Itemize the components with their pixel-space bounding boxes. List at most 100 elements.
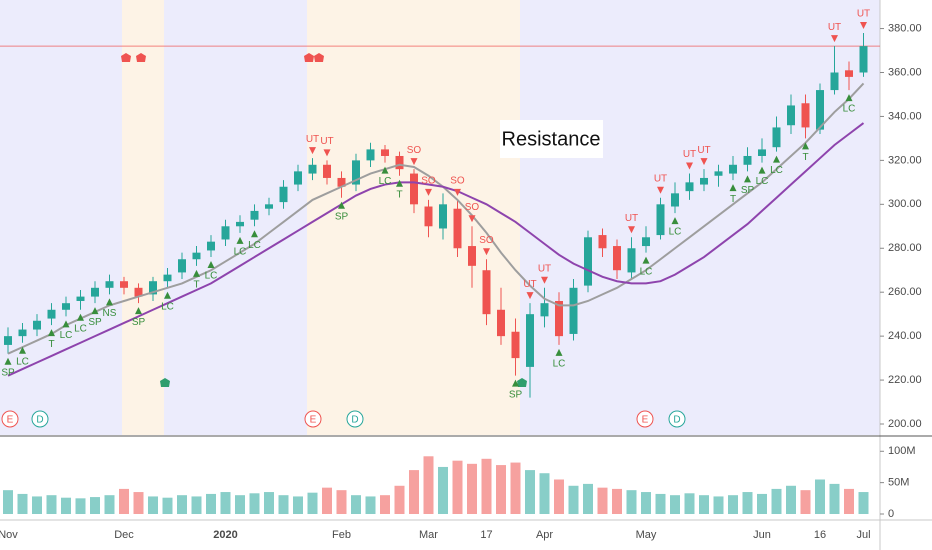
signal-label: SP: [1, 367, 15, 378]
event-marker: [636, 410, 654, 428]
signal-label: SP: [741, 185, 755, 196]
signal-label: SP: [132, 317, 146, 328]
candle-body: [62, 303, 70, 310]
candle-body: [482, 270, 491, 315]
candle-body: [381, 149, 389, 156]
candle-body: [105, 281, 114, 288]
volume-bar: [771, 488, 782, 514]
candle-body: [178, 259, 186, 273]
volume-bar: [510, 462, 521, 514]
volume-bar: [525, 470, 535, 514]
event-marker: [346, 410, 364, 428]
signal-label: SP: [88, 317, 102, 328]
x-tick-label: Jun: [753, 529, 771, 541]
y-tick-label: 380.00: [888, 22, 922, 34]
signal-label: UT: [320, 136, 333, 147]
candle-body: [352, 160, 360, 185]
signal-arrow: [729, 184, 737, 192]
candle-body: [671, 193, 679, 207]
signal-label: T: [48, 339, 54, 350]
signal-label: UT: [697, 145, 710, 156]
volume-bar: [800, 490, 811, 514]
candle-body: [772, 127, 781, 148]
candle-body: [758, 149, 766, 156]
volume-tick-label: 0: [888, 508, 894, 520]
signal-arrow: [773, 155, 780, 163]
volume-bar: [133, 492, 144, 514]
signal-arrow: [671, 217, 679, 225]
candle-body: [424, 206, 433, 227]
signal-arrow: [251, 230, 258, 238]
signal-arrow: [555, 348, 563, 356]
signal-arrow: [860, 21, 867, 29]
volume-bar: [713, 496, 724, 514]
candle-body: [729, 164, 737, 174]
signal-label: LC: [553, 359, 566, 370]
signal-arrow: [512, 379, 519, 387]
volume-bar: [104, 495, 115, 514]
signal-arrow: [802, 142, 809, 150]
candle-body: [366, 149, 375, 161]
signal-label: UT: [306, 134, 319, 145]
y-tick-label: 240.00: [888, 330, 922, 342]
volume-bar: [46, 495, 57, 514]
candle-body: [308, 164, 317, 174]
signal-arrow: [845, 94, 853, 102]
signal-label: LC: [379, 176, 392, 187]
volume-tick-label: 50M: [888, 477, 909, 489]
volume-tick-label: 100M: [888, 445, 916, 457]
signal-arrow: [686, 162, 693, 170]
signal-arrow: [4, 357, 12, 365]
volume-bar: [539, 473, 550, 514]
volume-bar: [829, 483, 840, 514]
candle-body: [714, 171, 723, 176]
signal-arrow: [91, 307, 99, 315]
candle-body: [801, 103, 810, 128]
signal-label: LC: [205, 271, 218, 282]
event-marker: [31, 410, 49, 428]
volume-bar: [322, 487, 332, 514]
candle-body: [511, 331, 520, 359]
volume-bar: [786, 485, 796, 514]
candle-body: [859, 46, 868, 73]
volume-bar: [148, 496, 158, 514]
volume-bar: [641, 492, 651, 514]
volume-bar: [583, 483, 593, 514]
signal-arrow: [164, 291, 171, 299]
session-band: [164, 0, 307, 435]
signal-label: UT: [625, 213, 638, 224]
signal-label: LC: [161, 301, 174, 312]
signal-label: LC: [16, 356, 29, 367]
event-label: E: [642, 415, 649, 426]
signal-arrow: [396, 179, 403, 187]
signal-arrow: [628, 226, 635, 234]
signal-label: LC: [74, 323, 87, 334]
event-marker: [668, 410, 686, 428]
volume-bar: [858, 492, 869, 514]
volume-bar: [394, 485, 405, 514]
volume-bar: [351, 495, 361, 514]
volume-bar: [742, 492, 753, 514]
candle-body: [323, 164, 331, 178]
volume-bar: [206, 493, 216, 514]
moving-average: [7, 82, 865, 355]
candle-body: [337, 177, 346, 187]
x-tick-label: Dec: [114, 529, 134, 541]
signal-arrow: [338, 201, 345, 209]
candle-body: [787, 105, 795, 126]
signal-label: LC: [248, 240, 261, 251]
candle-body: [453, 208, 462, 249]
session-band: [520, 0, 880, 435]
volume-bar: [365, 496, 376, 514]
annotation: Resistance: [502, 128, 601, 150]
volume-bar: [481, 458, 492, 514]
x-tick-label: Mar: [419, 529, 438, 541]
y-tick-label: 340.00: [888, 110, 922, 122]
signal-arrow: [19, 346, 26, 354]
volume-bar: [119, 488, 129, 514]
candle-body: [627, 248, 636, 273]
candle-body: [410, 173, 418, 205]
event-flags: [160, 378, 527, 387]
candle-body: [279, 186, 288, 203]
y-tick-label: 220.00: [888, 374, 922, 386]
